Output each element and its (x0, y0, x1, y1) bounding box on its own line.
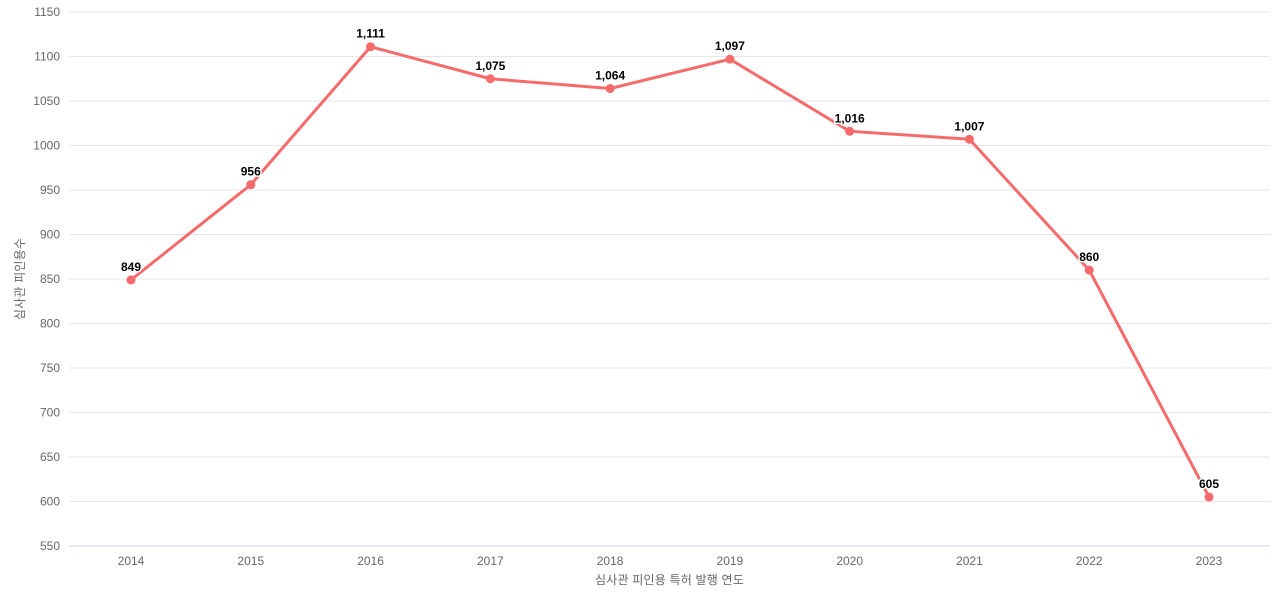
x-tick-label: 2017 (477, 554, 504, 568)
data-point[interactable] (1204, 492, 1214, 502)
data-label: 1,111 (356, 27, 385, 41)
data-label: 1,097 (715, 39, 745, 53)
x-tick-label: 2016 (357, 554, 384, 568)
y-tick-label: 650 (40, 450, 60, 464)
x-tick-label: 2022 (1076, 554, 1103, 568)
y-tick-label: 600 (40, 495, 60, 509)
data-label: 849 (121, 260, 141, 274)
data-label: 1,075 (475, 59, 505, 73)
x-tick-label: 2014 (118, 554, 145, 568)
y-tick-label: 750 (40, 361, 60, 375)
data-point[interactable] (605, 84, 615, 94)
y-tick-label: 850 (40, 272, 60, 286)
data-point[interactable] (725, 54, 735, 64)
y-tick-label: 1150 (34, 5, 60, 19)
data-label: 1,064 (595, 69, 625, 83)
x-tick-label: 2023 (1196, 554, 1223, 568)
data-point[interactable] (126, 275, 136, 285)
x-tick-label: 2019 (717, 554, 744, 568)
data-point[interactable] (1084, 265, 1094, 275)
data-point[interactable] (366, 42, 376, 52)
y-tick-label: 900 (40, 228, 60, 242)
data-label: 1,016 (835, 111, 865, 125)
data-label: 605 (1199, 477, 1219, 491)
x-tick-label: 2018 (597, 554, 624, 568)
data-point[interactable] (485, 74, 495, 84)
y-tick-label: 700 (40, 406, 60, 420)
data-label: 860 (1079, 250, 1099, 264)
y-tick-label: 950 (40, 183, 60, 197)
x-tick-label: 2015 (237, 554, 264, 568)
data-label: 956 (241, 165, 261, 179)
x-axis-title: 심사관 피인용 특허 발행 연도 (594, 573, 745, 587)
y-tick-label: 800 (40, 317, 60, 331)
series-line (129, 45, 1211, 499)
y-tick-label: 550 (40, 539, 60, 553)
y-tick-label: 1100 (34, 50, 60, 64)
y-tick-label: 1050 (33, 94, 60, 108)
x-tick-label: 2021 (956, 554, 983, 568)
data-label: 1,007 (954, 119, 984, 133)
data-point[interactable] (845, 126, 855, 136)
data-point[interactable] (964, 134, 974, 144)
data-point[interactable] (246, 180, 256, 190)
y-axis-title: 심사관 피인용수 (13, 237, 27, 321)
x-tick-label: 2020 (836, 554, 863, 568)
y-tick-label: 1000 (33, 139, 60, 153)
